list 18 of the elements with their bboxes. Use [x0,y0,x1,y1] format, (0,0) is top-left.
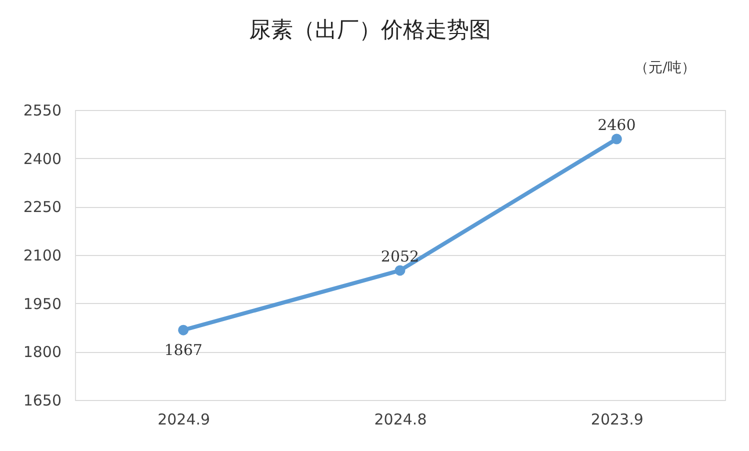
point [611,134,622,144]
y-tick-label: 2100 [23,246,62,264]
y-tick-label: 2400 [23,150,62,168]
data-label: 2052 [380,247,420,266]
y-tick-label: 2250 [23,198,62,216]
chart-title: 尿素（出厂）价格走势图 [249,18,491,43]
y-tick-label: 1800 [23,343,62,362]
y-tick-label: 2550 [23,102,62,120]
point [178,324,189,336]
x-tick-label: 2023.9 [590,410,644,428]
point [394,265,406,276]
x-tick-label: 2024.8 [374,410,427,428]
data-label: 2460 [598,116,636,134]
y-tick-label: 1650 [23,392,62,410]
text: （元/吨） [634,60,696,76]
x-tick-label: 2024.9 [158,410,210,428]
y-tick-label: 1950 [23,294,62,313]
data-label: 1867 [164,341,202,360]
